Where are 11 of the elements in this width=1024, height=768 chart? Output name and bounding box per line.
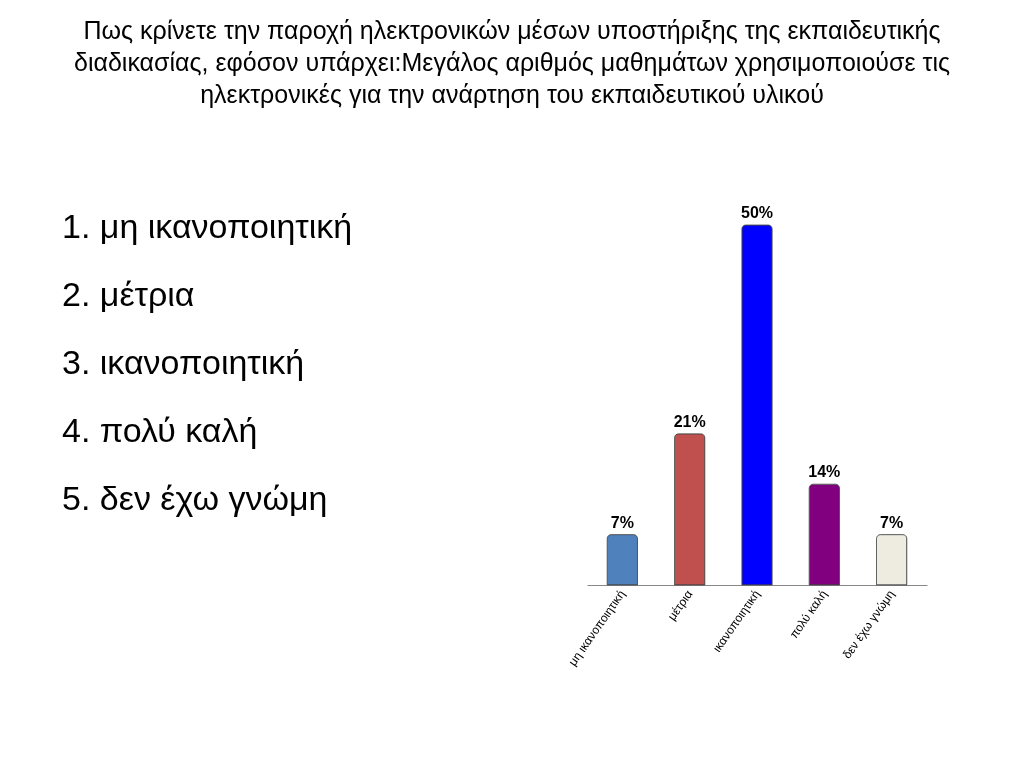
text: 2. μέτρια [62, 274, 196, 315]
data-label: 50% [740, 204, 774, 221]
text: 5. δεν έχω γνώμη [62, 478, 329, 519]
data-label: 21% [673, 412, 706, 430]
data-label: 7% [880, 513, 904, 531]
text: 1. μη ικανοποιητική [62, 206, 353, 247]
text: 3. ικανοποιητική [62, 342, 306, 383]
data-label: 7% [610, 513, 634, 531]
text: 4. πολύ καλή [62, 410, 259, 451]
chart-title: Πως κρίνετε την παροχή ηλεκτρονικών μέσων υποστήριξης της εκπαιδευτικής διαδικασίας, εφόσον υπάρχει:Μεγάλος αριθμός μαθημάτων χρησιμοποιούσε τις ηλεκτρονικές για την ανάρτηση του εκπαιδευτικού υλικού [73, 15, 951, 110]
data-label: 14% [808, 463, 841, 481]
